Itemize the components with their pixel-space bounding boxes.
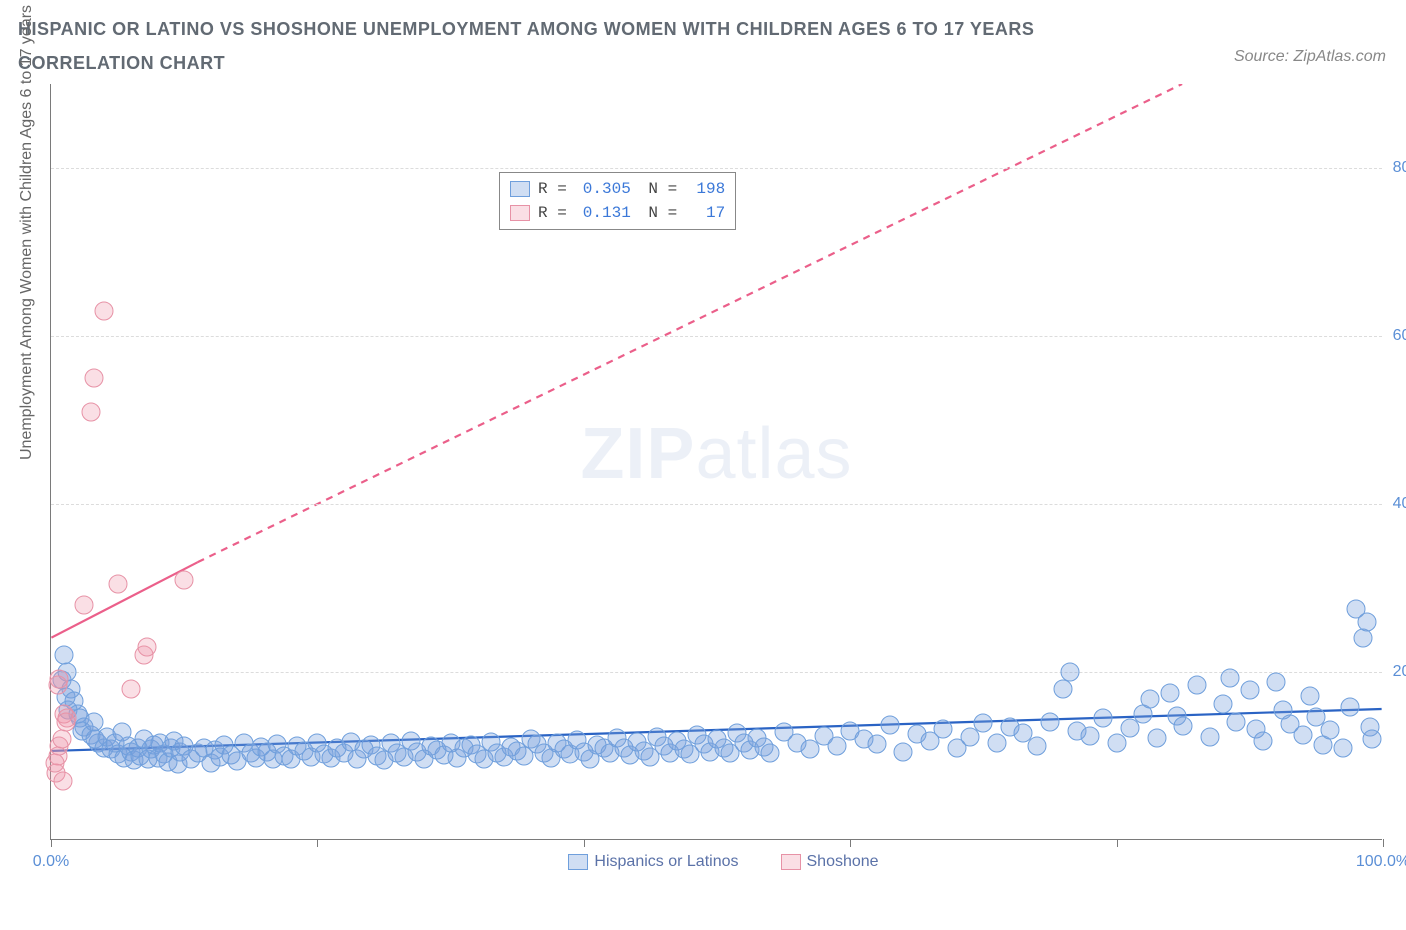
data-point-hispanic — [1227, 713, 1246, 732]
data-point-hispanic — [1363, 730, 1382, 749]
data-point-hispanic — [1120, 719, 1139, 738]
y-axis-label: Unemployment Among Women with Children A… — [18, 5, 36, 460]
data-point-hispanic — [1300, 686, 1319, 705]
data-point-hispanic — [1220, 668, 1239, 687]
data-point-hispanic — [1107, 733, 1126, 752]
y-tick-label: 60.0% — [1393, 327, 1406, 345]
data-point-shoshone — [56, 713, 75, 732]
data-point-hispanic — [1334, 739, 1353, 758]
y-tick-label: 80.0% — [1393, 159, 1406, 177]
data-point-shoshone — [81, 402, 100, 421]
legend-r-label: R = — [538, 204, 567, 222]
data-point-hispanic — [1358, 612, 1377, 631]
data-point-shoshone — [75, 595, 94, 614]
data-point-hispanic — [974, 714, 993, 733]
data-point-shoshone — [53, 772, 72, 791]
data-point-hispanic — [987, 734, 1006, 753]
data-point-hispanic — [827, 736, 846, 755]
trend-line — [198, 84, 1182, 562]
data-point-shoshone — [45, 753, 64, 772]
data-point-hispanic — [1340, 698, 1359, 717]
data-point-hispanic — [867, 735, 886, 754]
y-tick-label: 20.0% — [1393, 663, 1406, 681]
source-attribution: Source: ZipAtlas.com — [1234, 48, 1386, 66]
data-point-hispanic — [1254, 731, 1273, 750]
x-tick — [1383, 839, 1384, 847]
series-legend-item: Shoshone — [767, 853, 879, 870]
stats-legend-row: R = 0.305 N = 198 — [510, 177, 725, 201]
grid-line — [51, 168, 1382, 169]
data-point-hispanic — [1041, 712, 1060, 731]
legend-swatch — [510, 205, 530, 221]
data-point-hispanic — [1054, 679, 1073, 698]
x-tick — [51, 839, 52, 847]
series-legend: Hispanics or Latinos Shoshone — [51, 853, 1382, 871]
data-point-shoshone — [52, 730, 71, 749]
scatter-plot: ZIPatlas R =0.305 N =198R =0.131 N =17 H… — [50, 84, 1382, 840]
legend-r-value: 0.131 — [575, 204, 631, 222]
data-point-shoshone — [95, 301, 114, 320]
legend-swatch — [510, 181, 530, 197]
legend-n-label: N = — [639, 180, 677, 198]
data-point-shoshone — [108, 574, 127, 593]
data-point-hispanic — [934, 720, 953, 739]
chart-title: HISPANIC OR LATINO VS SHOSHONE UNEMPLOYM… — [18, 12, 1118, 80]
data-point-shoshone — [49, 669, 68, 688]
x-tick-label: 0.0% — [33, 853, 69, 871]
data-point-hispanic — [1200, 727, 1219, 746]
y-tick-label: 40.0% — [1393, 495, 1406, 513]
watermark: ZIPatlas — [580, 412, 852, 494]
series-legend-item: Hispanics or Latinos — [554, 853, 738, 870]
data-point-hispanic — [1140, 689, 1159, 708]
x-tick — [584, 839, 585, 847]
data-point-hispanic — [1080, 726, 1099, 745]
data-point-hispanic — [1354, 629, 1373, 648]
data-point-shoshone — [137, 637, 156, 656]
data-point-hispanic — [1267, 673, 1286, 692]
x-tick — [1117, 839, 1118, 847]
legend-swatch — [781, 854, 801, 870]
stats-legend: R = 0.305 N = 198 R = 0.131 N = 17 — [499, 172, 736, 230]
legend-n-value: 198 — [685, 180, 725, 198]
data-point-hispanic — [1147, 729, 1166, 748]
data-point-hispanic — [894, 742, 913, 761]
grid-line — [51, 504, 1382, 505]
grid-line — [51, 672, 1382, 673]
data-point-hispanic — [881, 715, 900, 734]
data-point-hispanic — [761, 744, 780, 763]
data-point-hispanic — [1294, 726, 1313, 745]
data-point-shoshone — [175, 570, 194, 589]
legend-n-value: 17 — [685, 204, 725, 222]
x-tick — [850, 839, 851, 847]
grid-line — [51, 336, 1382, 337]
legend-n-label: N = — [639, 204, 677, 222]
legend-r-label: R = — [538, 180, 567, 198]
data-point-hispanic — [1174, 716, 1193, 735]
data-point-hispanic — [1320, 720, 1339, 739]
legend-swatch — [568, 854, 588, 870]
data-point-hispanic — [1027, 736, 1046, 755]
x-tick — [317, 839, 318, 847]
data-point-hispanic — [1240, 681, 1259, 700]
x-tick-label: 100.0% — [1356, 853, 1406, 871]
data-point-hispanic — [1187, 675, 1206, 694]
data-point-hispanic — [1060, 663, 1079, 682]
data-point-shoshone — [121, 679, 140, 698]
legend-r-value: 0.305 — [575, 180, 631, 198]
stats-legend-row: R = 0.131 N = 17 — [510, 201, 725, 225]
data-point-hispanic — [1214, 694, 1233, 713]
data-point-hispanic — [1160, 684, 1179, 703]
data-point-shoshone — [84, 369, 103, 388]
data-point-hispanic — [1094, 709, 1113, 728]
